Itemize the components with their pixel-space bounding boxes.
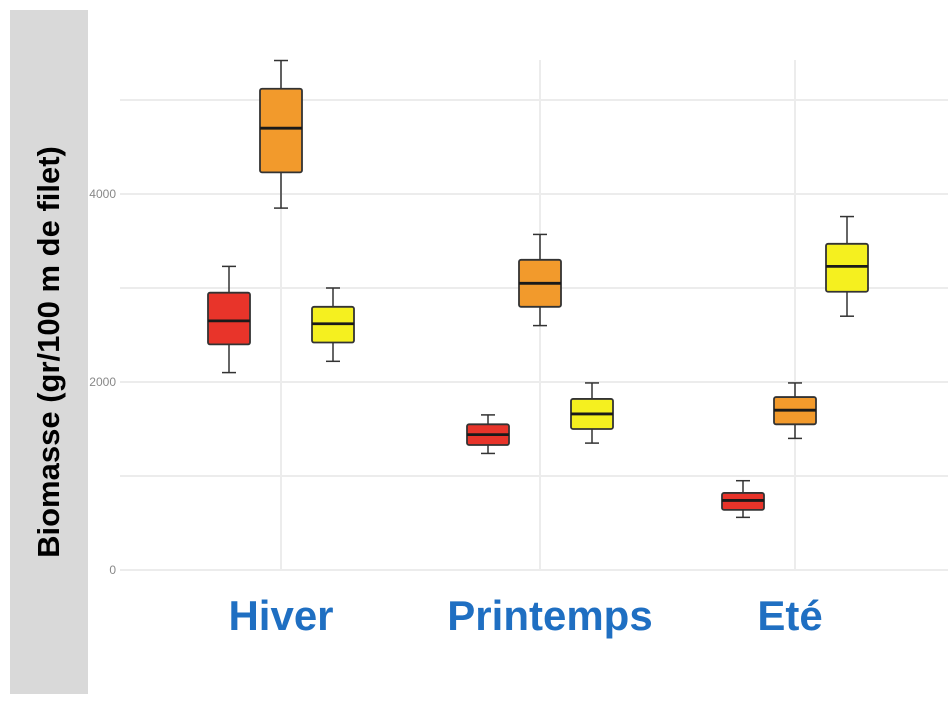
y-axis-label-band: [10, 10, 88, 694]
y-tick-label: 2000: [89, 375, 116, 389]
grid-lines: [120, 60, 948, 571]
box-eté-2: [773, 382, 817, 440]
box-printemps-3: [570, 382, 614, 444]
box-printemps-1: [466, 414, 510, 455]
y-tick-label: 0: [109, 563, 116, 577]
box-printemps-2: [518, 233, 562, 327]
box-hiver-2: [259, 59, 303, 209]
category-labels: Hiver Printemps Eté: [228, 592, 822, 639]
box-body: [259, 87, 303, 174]
category-label-2: Printemps: [447, 592, 652, 639]
category-label-1: Hiver: [228, 592, 333, 639]
box-body: [207, 291, 251, 346]
category-label-3: Eté: [757, 592, 822, 639]
box-hiver-1: [207, 265, 251, 374]
box-series: [207, 59, 869, 519]
y-tick-label: 4000: [89, 187, 116, 201]
box-body: [825, 242, 869, 293]
y-tick-labels: 0 2000 4000: [89, 187, 116, 577]
box-eté-1: [721, 479, 765, 519]
box-hiver-3: [311, 287, 355, 363]
box-eté-3: [825, 215, 869, 317]
